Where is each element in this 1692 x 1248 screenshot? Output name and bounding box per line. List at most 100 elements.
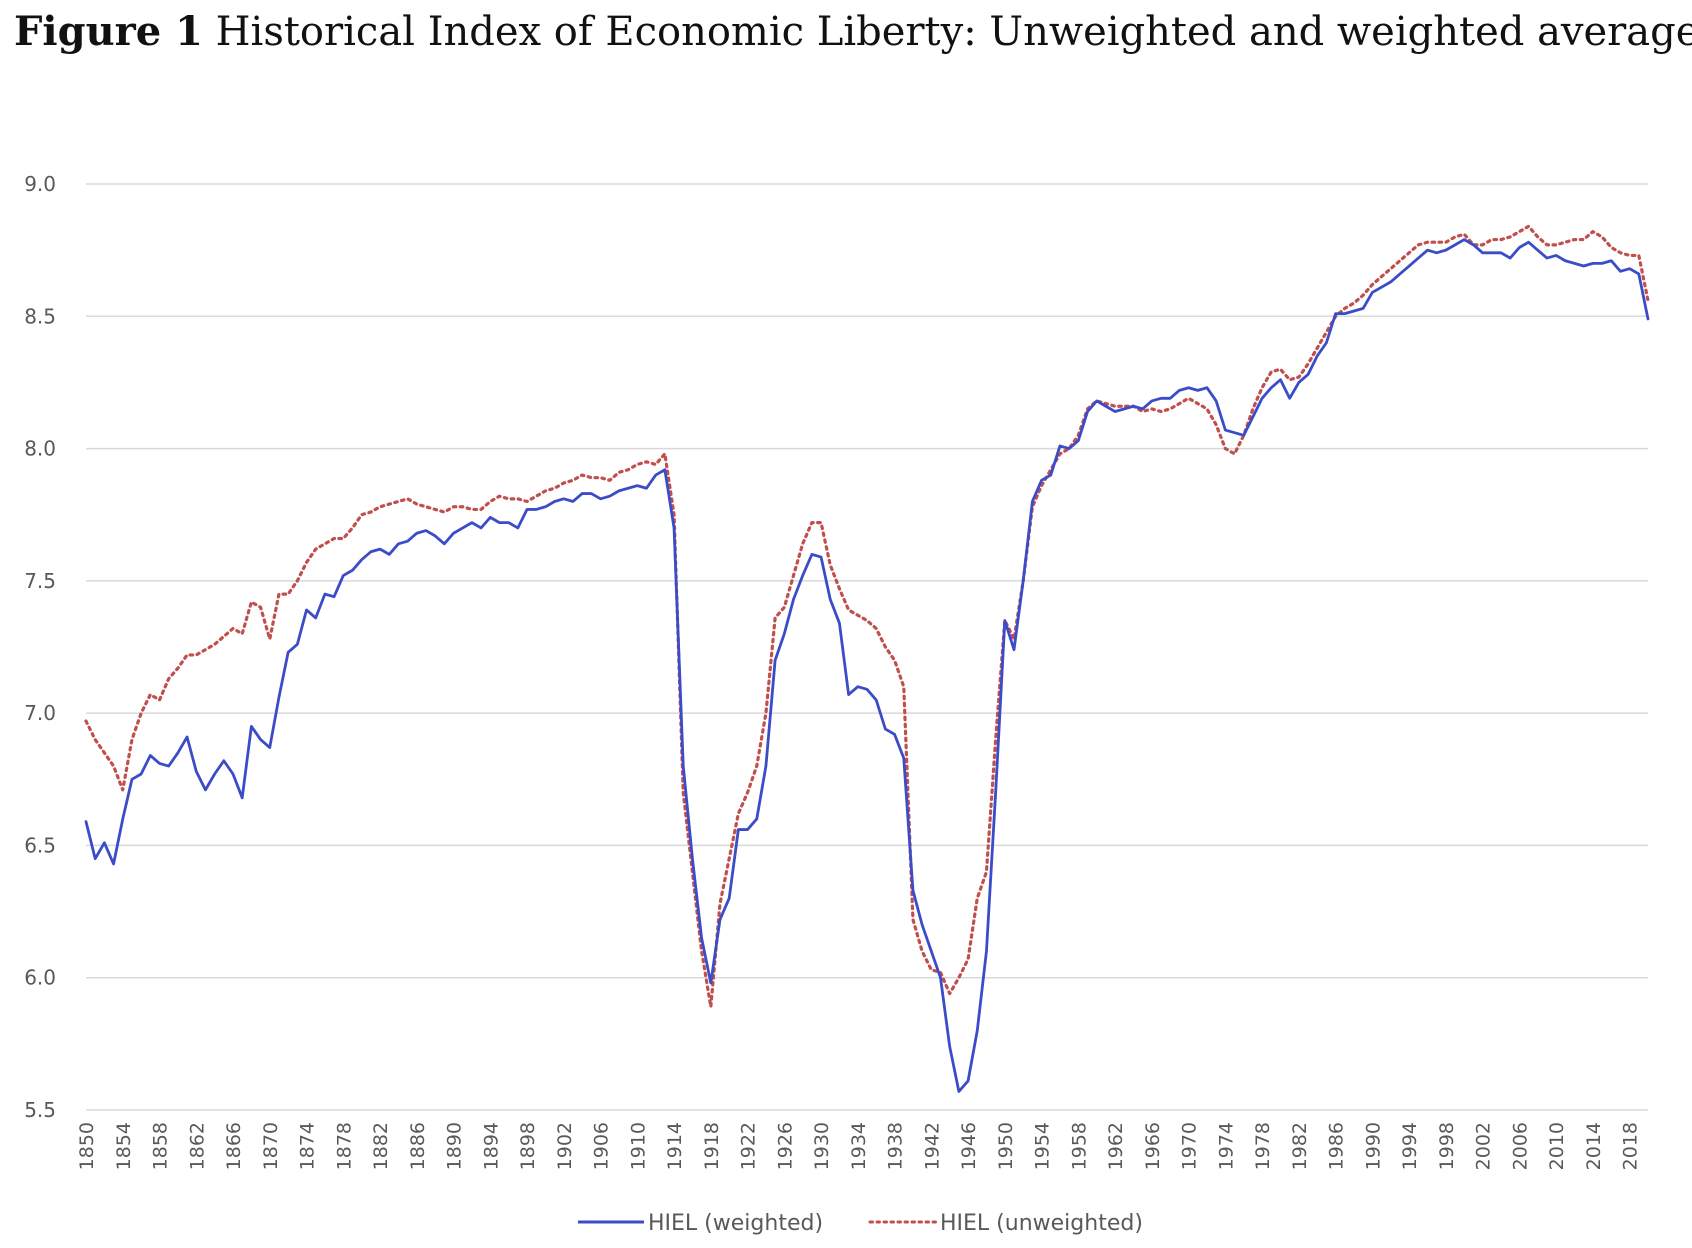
x-tick: 2006	[1509, 1122, 1531, 1170]
x-tick-label: 1862	[186, 1122, 208, 1170]
x-tick: 1870	[260, 1122, 282, 1170]
x-tick: 1990	[1362, 1122, 1384, 1170]
x-tick: 1978	[1252, 1122, 1274, 1170]
y-tick-label: 7.5	[24, 569, 56, 593]
x-tick-label: 1986	[1326, 1122, 1348, 1170]
x-tick: 1982	[1289, 1122, 1311, 1170]
x-tick-label: 1962	[1105, 1122, 1127, 1170]
x-tick: 1874	[297, 1122, 319, 1170]
x-tick: 1890	[444, 1122, 466, 1170]
x-tick: 1974	[1215, 1122, 1237, 1170]
series-line-weighted	[84, 238, 1650, 1093]
x-tick-label: 1934	[848, 1122, 870, 1170]
x-tick: 1970	[1179, 1122, 1201, 1170]
x-tick: 2018	[1620, 1122, 1642, 1170]
x-tick-label: 1946	[958, 1122, 980, 1170]
y-tick-label: 8.5	[24, 304, 56, 328]
x-tick-label: 1974	[1215, 1122, 1237, 1170]
x-tick-label: 1990	[1362, 1122, 1384, 1170]
x-tick-label: 1886	[407, 1122, 429, 1170]
x-axis-ticks: 1850 1854 1858 1862 1866 1870 1874 1878 1882 1886…	[76, 1122, 1642, 1170]
x-tick: 2010	[1546, 1122, 1568, 1170]
x-tick: 1914	[664, 1122, 686, 1170]
x-tick: 1998	[1436, 1122, 1458, 1170]
x-tick-label: 1910	[627, 1122, 649, 1170]
legend-label-unweighted: HIEL (unweighted)	[940, 1211, 1143, 1236]
x-tick-label: 1970	[1179, 1122, 1201, 1170]
x-tick-label: 1942	[921, 1122, 943, 1170]
x-tick-label: 2002	[1473, 1122, 1495, 1170]
x-tick-label: 1894	[480, 1122, 502, 1170]
x-tick: 1922	[738, 1122, 760, 1170]
y-tick-label: 6.0	[24, 966, 56, 990]
x-tick-label: 1902	[554, 1122, 576, 1170]
x-tick: 1994	[1399, 1122, 1421, 1170]
x-tick-label: 1850	[76, 1122, 98, 1170]
y-tick-label: 8.0	[24, 437, 56, 461]
x-tick-label: 1958	[1068, 1122, 1090, 1170]
x-tick: 1894	[480, 1122, 502, 1170]
x-tick-label: 1918	[701, 1122, 723, 1170]
x-tick: 1918	[701, 1122, 723, 1170]
x-tick-label: 1998	[1436, 1122, 1458, 1170]
series-layer	[84, 224, 1650, 1093]
x-tick-label: 1982	[1289, 1122, 1311, 1170]
x-tick-label: 1858	[150, 1122, 172, 1170]
x-tick-label: 1926	[774, 1122, 796, 1170]
x-tick: 1886	[407, 1122, 429, 1170]
x-tick: 1906	[591, 1122, 613, 1170]
x-tick-label: 1874	[297, 1122, 319, 1170]
figure-title-text: Historical Index of Economic Liberty: Un…	[215, 9, 1692, 55]
x-tick: 1878	[333, 1122, 355, 1170]
x-tick: 1862	[186, 1122, 208, 1170]
x-tick: 1866	[223, 1122, 245, 1170]
x-tick-label: 1966	[1142, 1122, 1164, 1170]
x-tick: 2002	[1473, 1122, 1495, 1170]
x-tick: 1962	[1105, 1122, 1127, 1170]
x-tick: 1938	[885, 1122, 907, 1170]
x-tick-label: 1898	[517, 1122, 539, 1170]
x-tick-label: 1878	[333, 1122, 355, 1170]
x-tick: 1882	[370, 1122, 392, 1170]
x-tick: 1950	[995, 1122, 1017, 1170]
x-tick: 1898	[517, 1122, 539, 1170]
x-tick: 1946	[958, 1122, 980, 1170]
x-tick: 1954	[1032, 1122, 1054, 1170]
x-tick-label: 2018	[1620, 1122, 1642, 1170]
x-tick-label: 1930	[811, 1122, 833, 1170]
x-tick-label: 2006	[1509, 1122, 1531, 1170]
x-tick-label: 1854	[113, 1122, 135, 1170]
grid-lines	[86, 183, 1648, 1111]
x-tick: 1986	[1326, 1122, 1348, 1170]
x-tick-label: 1922	[738, 1122, 760, 1170]
x-tick: 1930	[811, 1122, 833, 1170]
x-tick-label: 1938	[885, 1122, 907, 1170]
figure-title: Figure 1 Historical Index of Economic Li…	[14, 8, 1692, 55]
x-tick-label: 1882	[370, 1122, 392, 1170]
y-tick-label: 5.5	[24, 1098, 56, 1122]
x-tick: 1858	[150, 1122, 172, 1170]
x-tick: 1854	[113, 1122, 135, 1170]
x-tick-label: 1954	[1032, 1122, 1054, 1170]
x-tick-label: 2010	[1546, 1122, 1568, 1170]
x-tick: 1910	[627, 1122, 649, 1170]
x-tick-label: 2014	[1583, 1122, 1605, 1170]
x-tick: 1902	[554, 1122, 576, 1170]
y-tick-label: 9.0	[24, 172, 56, 196]
x-tick: 1850	[76, 1122, 98, 1170]
x-tick-label: 1950	[995, 1122, 1017, 1170]
y-tick-label: 7.0	[24, 701, 56, 725]
x-tick-label: 1914	[664, 1122, 686, 1170]
figure-label: Figure 1	[14, 8, 203, 55]
legend-label-weighted: HIEL (weighted)	[648, 1211, 823, 1236]
y-axis-ticks: 9.0 8.5 8.0 7.5 7.0 6.5 6.0 5.5	[24, 172, 56, 1122]
x-tick-label: 1890	[444, 1122, 466, 1170]
x-tick-label: 1978	[1252, 1122, 1274, 1170]
x-tick: 1934	[848, 1122, 870, 1170]
x-tick-label: 1870	[260, 1122, 282, 1170]
x-tick: 2014	[1583, 1122, 1605, 1170]
x-tick-label: 1866	[223, 1122, 245, 1170]
series-line-unweighted	[84, 224, 1650, 1009]
x-tick-label: 1994	[1399, 1122, 1421, 1170]
